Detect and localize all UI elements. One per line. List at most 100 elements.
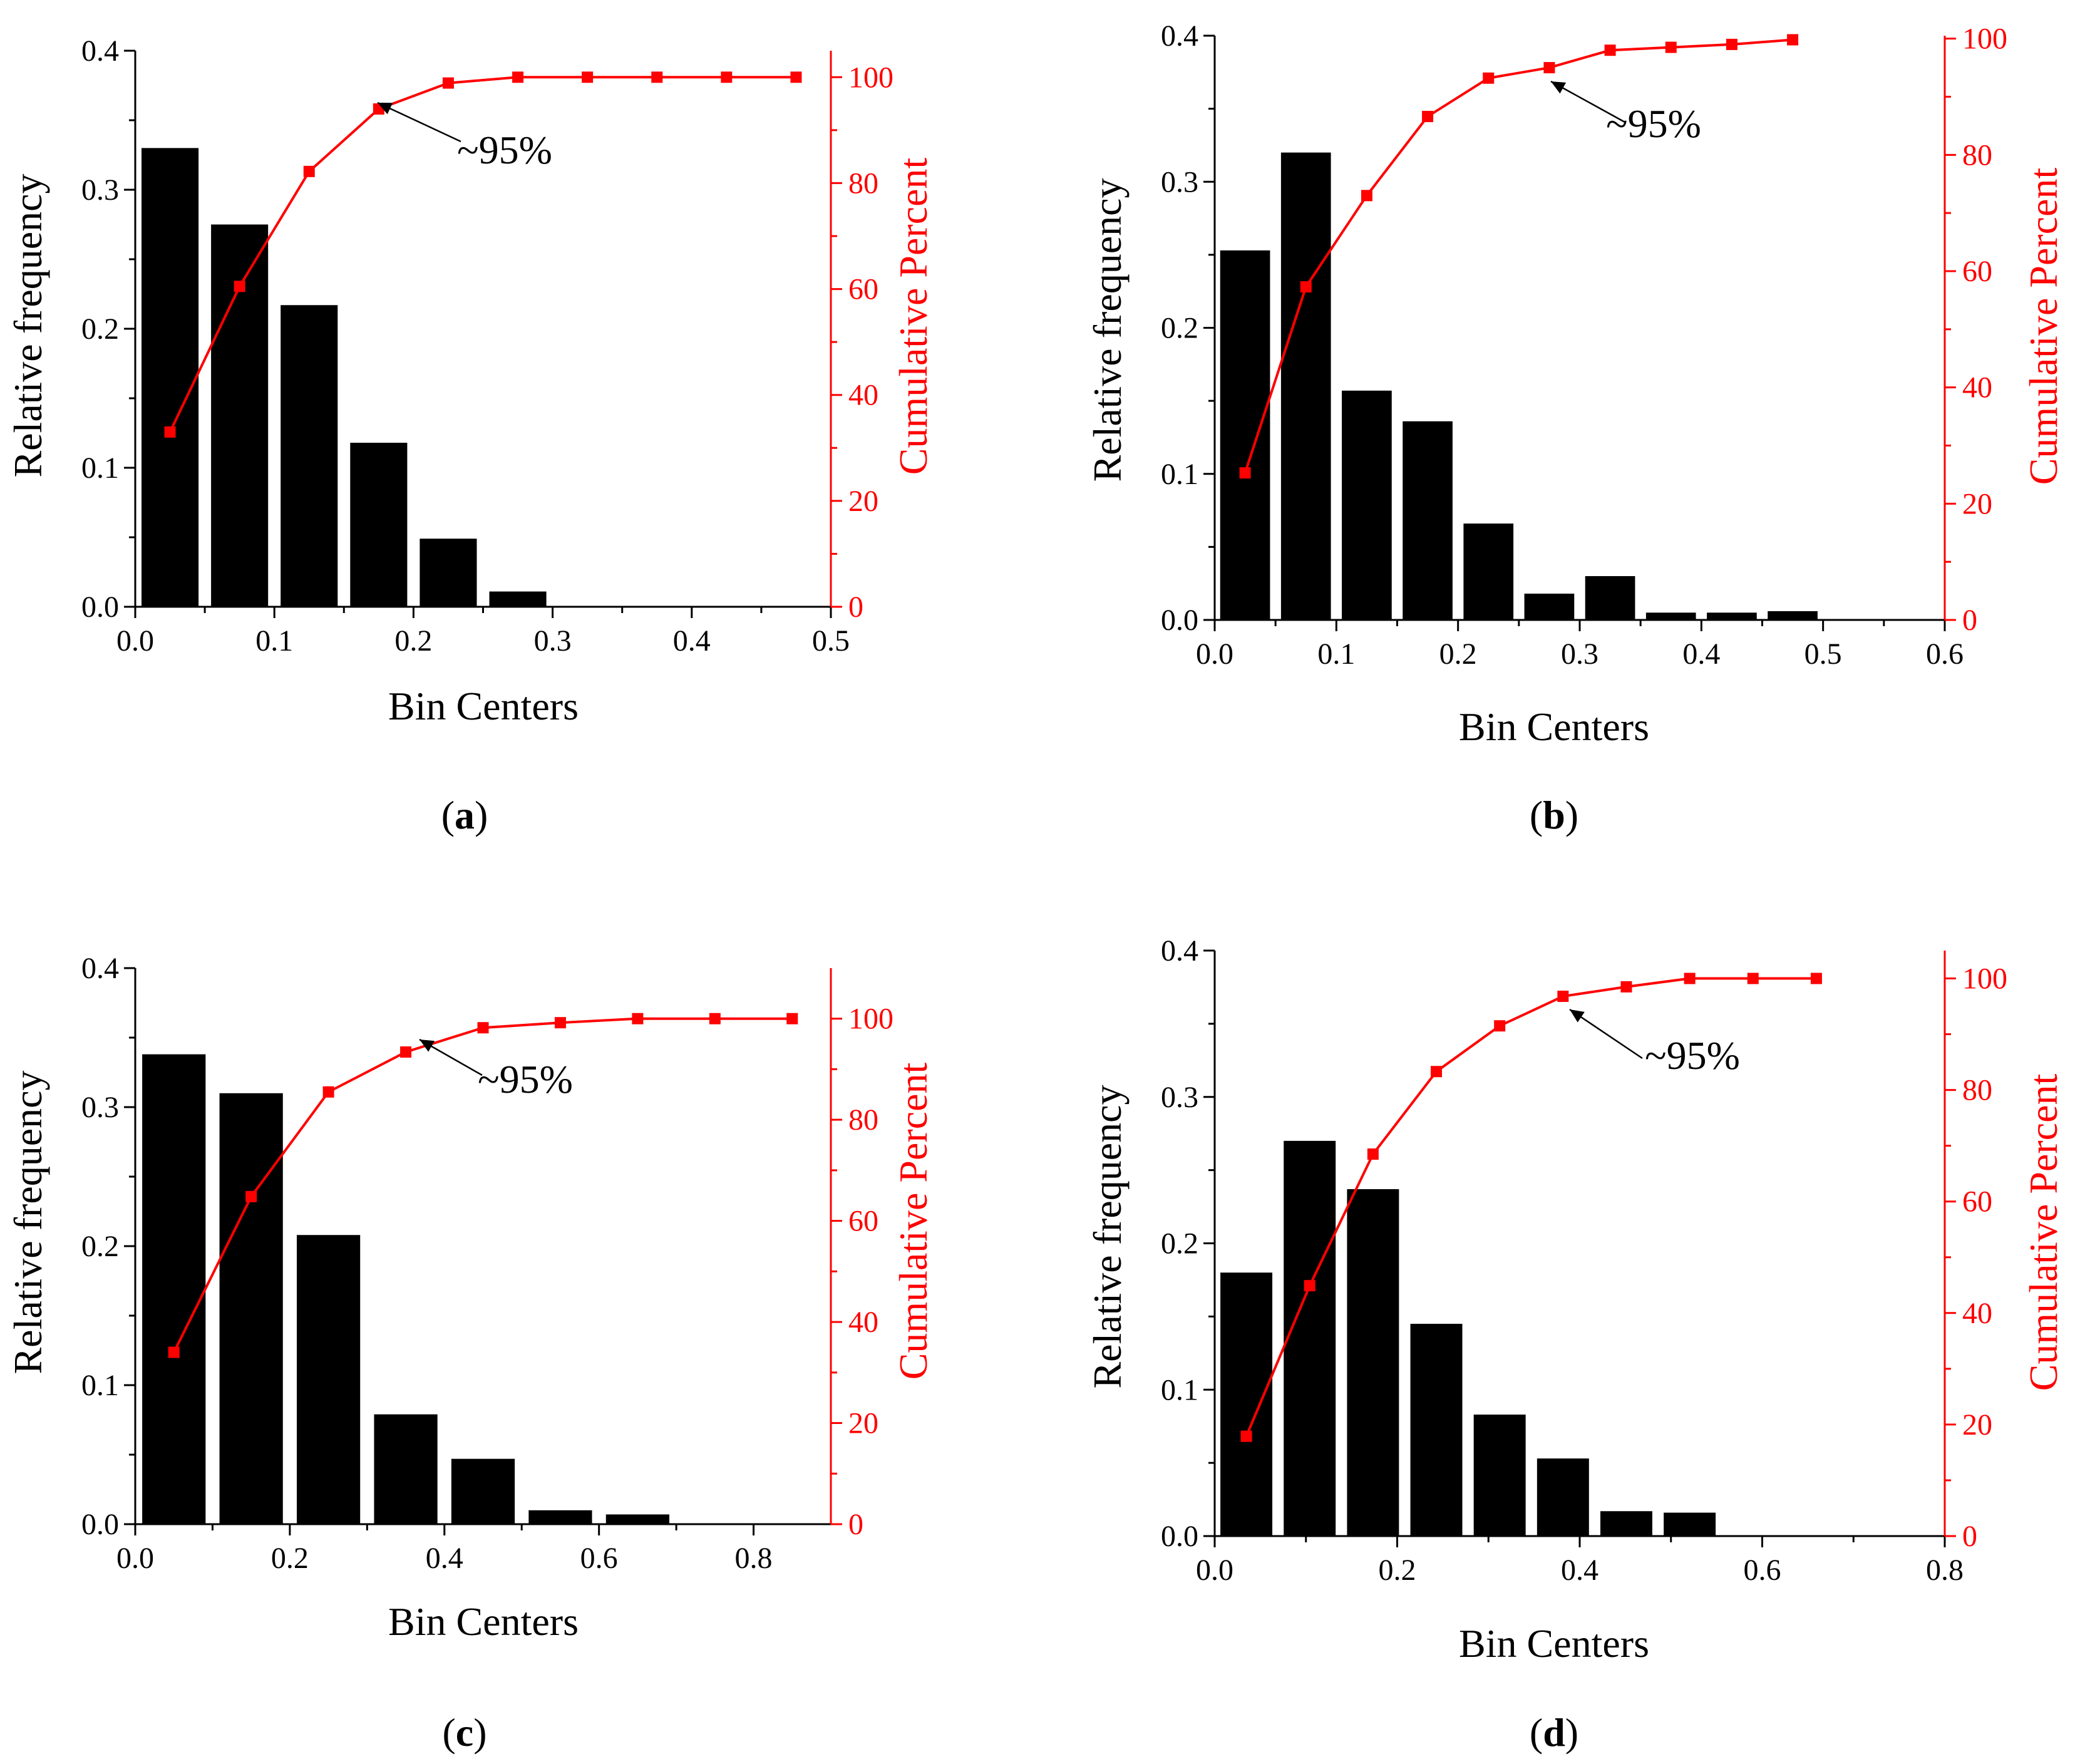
panel-b-ylabel: Relative frequency [1085,178,1130,482]
panel-d-cumulative-point-2 [1367,1148,1379,1160]
panel-a-bar-3 [350,443,408,607]
panel-a-cumulative-point-5 [512,71,524,83]
svg-text:): ) [473,1710,486,1755]
panel-b-ytick-label-4: 0.4 [1161,19,1198,53]
panel-d-y2tick-label-5: 100 [1962,962,2007,996]
panel-c-cumulative-point-4 [477,1022,489,1034]
panel-b-y2tick-label-1: 20 [1962,487,1992,520]
panel-c-ytick-label-0: 0.0 [81,1508,119,1541]
panel-c-ytick-label-4: 0.4 [81,952,119,985]
panel-d-cumulative-point-5 [1557,991,1569,1003]
panel-a-bar-2 [281,305,338,607]
panel-a-annotation: ~95% [457,128,552,172]
panel-d-ylabel: Relative frequency [1085,1085,1130,1388]
panel-d-xtick-label-4: 0.8 [1926,1554,1964,1587]
panel-a-xlabel: Bin Centers [388,684,579,728]
panel-a-ytick-label-3: 0.3 [81,173,119,207]
panel-b-y2tick-label-5: 100 [1962,23,2007,56]
panel-d-xtick-label-0: 0.0 [1196,1554,1233,1587]
panel-c-xtick-label-2: 0.4 [426,1542,463,1575]
svg-text:(: ( [1530,1710,1543,1755]
panel-b-y2label: Cumulative Percent [2021,168,2066,485]
panel-c-bar-2 [296,1235,361,1524]
panel-a-y2tick-label-3: 60 [848,273,878,306]
svg-text:(: ( [442,1710,455,1755]
panel-b-annotation: ~95% [1606,101,1701,146]
panel-c-bar-6 [605,1514,670,1524]
panel-c-bar-3 [374,1414,438,1524]
panel-d-cumulative-point-3 [1431,1066,1443,1078]
panel-d-cumulative-point-9 [1810,972,1822,984]
panel-c-y2tick-label-5: 100 [848,1003,893,1036]
panel-c-cumulative-point-8 [786,1013,798,1024]
panel-d-plot: 0.0 0.2 0.4 0.6 0.8 0.0 0.1 0.2 0.3 0.4 0 20 40 60 80 1… [1161,934,2007,1587]
panel-d-annotation-arrow [1569,1008,1643,1060]
panel-a-cumulative-point-9 [790,71,802,83]
panel-d-bar-6 [1600,1511,1652,1536]
panel-b-y2tick-label-2: 40 [1962,371,1992,405]
panel-d-cumulative-point-6 [1620,981,1632,993]
panel-a-ytick-label-4: 0.4 [81,34,119,68]
panel-a-ytick-label-0: 0.0 [81,591,119,624]
panel-c-annotation: ~95% [478,1057,573,1101]
panel-b-plot: 0.0 0.1 0.2 0.3 0.4 0.5 0.6 0.0 0.1 0.2 0.3 0.4 0 20 4… [1161,19,2007,671]
panel-b-cumulative-point-1 [1300,281,1312,293]
panel-b-ytick-label-1: 0.1 [1161,458,1198,491]
panel-b-cumulative-point-3 [1422,111,1434,123]
panel-c-ylabel: Relative frequency [6,1070,50,1374]
panel-d-bar-5 [1537,1458,1589,1536]
panel-d-cumulative-point-0 [1240,1430,1252,1442]
panel-d-ytick-label-1: 0.1 [1161,1373,1198,1406]
panel-c-bar-4 [451,1458,515,1524]
panel-c-y2tick-label-0: 0 [848,1508,863,1541]
panel-c-cumulative-point-6 [632,1013,644,1024]
panel-b-bar-6 [1585,576,1635,620]
panel-b-bar-1 [1280,152,1331,621]
svg-text:): ) [1565,793,1578,837]
panel-c-xtick-label-3: 0.6 [580,1542,618,1575]
panel-a-cumulative-line [168,76,796,433]
panel-a-caption: ( a ) [441,793,488,837]
panel-b-annotation-arrow [1550,80,1625,123]
panel-d-ytick-label-4: 0.4 [1161,934,1198,967]
panel-d-caption-label: d [1543,1710,1565,1755]
panel-b-bar-7 [1645,612,1696,620]
panel-a-cumulative-point-6 [582,71,594,83]
panel-d-annotation-arrowhead [1570,1009,1585,1023]
panel-c-cumulative-point-3 [400,1046,412,1058]
panel-b-y2tick-label-4: 80 [1962,138,1992,172]
panel-a-plot: 0.0 0.1 0.2 0.3 0.4 0.5 0.0 0.1 0.2 0.3 0.4 0 20 40 60… [81,34,893,658]
panel-a-xtick-label-4: 0.4 [673,624,711,658]
panel-b-xtick-label-0: 0.0 [1196,637,1233,671]
panel-a-ytick-label-2: 0.2 [81,312,119,346]
panel-c-caption-label: c [456,1710,473,1755]
svg-text:(: ( [441,793,455,837]
panel-a-y2tick-label-0: 0 [848,591,863,624]
panel-c-y2tick-label-2: 40 [848,1306,878,1339]
panel-d-y2tick-label-0: 0 [1962,1520,1977,1553]
panel-c-cumulative-point-0 [168,1346,180,1358]
panel-b-bar-8 [1707,612,1757,620]
panel-b-bar-2 [1342,390,1392,620]
svg-text:): ) [1565,1710,1578,1755]
panel-a-cumulative-point-4 [442,77,454,89]
panel-a-y2label: Cumulative Percent [891,158,935,475]
panel-b-xtick-label-1: 0.1 [1317,637,1355,671]
panel-d-ytick-label-3: 0.3 [1161,1081,1198,1114]
panel-c-xtick-label-4: 0.8 [735,1542,773,1575]
panel-c-y2tick-label-1: 20 [848,1407,878,1440]
panel-a-annotation-arrowhead [378,103,393,115]
panel-a-bar-4 [420,539,477,607]
panel-c-xtick-label-0: 0.0 [116,1542,154,1575]
panel-a-cumulative-point-7 [651,71,663,83]
panel-a-ylabel: Relative frequency [6,173,50,477]
panel-d-y2tick-label-2: 40 [1962,1297,1992,1330]
panel-d-bar-2 [1347,1189,1399,1536]
panel-a-y2tick-label-4: 80 [848,167,878,200]
panel-d: 0.0 0.2 0.4 0.6 0.8 0.0 0.1 0.2 0.3 0.4 0 20 40 60 80 1… [1085,934,2066,1755]
panel-d-annotation: ~95% [1645,1033,1740,1078]
panel-d-xlabel: Bin Centers [1459,1621,1649,1666]
panel-b-cumulative-point-8 [1726,38,1737,50]
panel-a-ytick-label-1: 0.1 [81,451,119,485]
